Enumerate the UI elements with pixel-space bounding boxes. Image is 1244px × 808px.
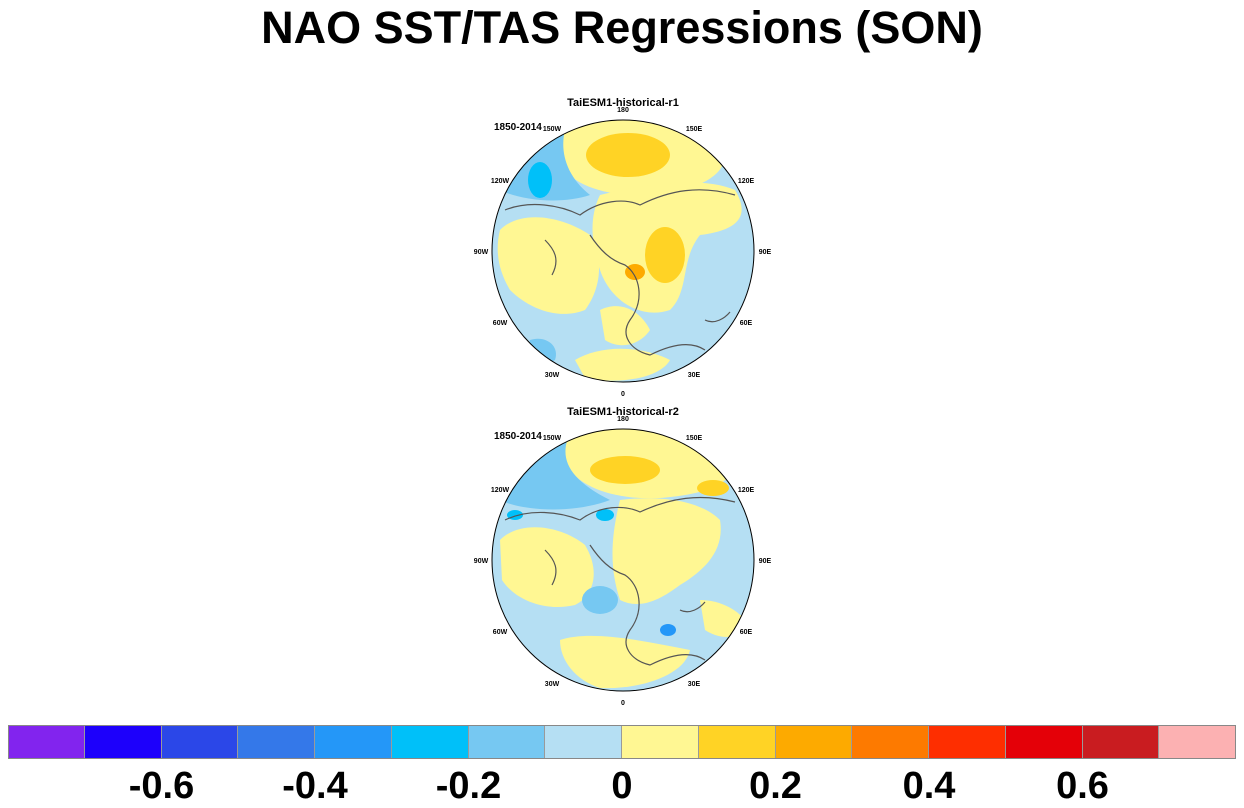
- lon-label-90w: 90W: [474, 558, 489, 565]
- panel-2-atlantic-blue: [582, 586, 618, 614]
- colorbar-box: [775, 725, 853, 759]
- lon-label-120w: 120W: [491, 178, 510, 185]
- panel-1-arctic-core: [625, 264, 645, 280]
- panel-1-field: [492, 120, 754, 382]
- panel-1-namerica-yellow: [497, 217, 600, 314]
- panel-2-baltic-core: [660, 624, 676, 636]
- lon-label-120e: 120E: [738, 178, 755, 185]
- lon-label-90w: 90W: [474, 249, 489, 256]
- lon-label-150w: 150W: [543, 126, 562, 133]
- lon-label-0: 0: [621, 700, 625, 707]
- lon-label-90e: 90E: [759, 558, 772, 565]
- panel-1: TaiESM1-historical-r1 1850-2014: [491, 97, 755, 383]
- colorbar-box: [8, 725, 85, 759]
- panel-2-asia-orange: [697, 480, 729, 496]
- panel-1-npac-orange: [586, 133, 670, 177]
- panel-1-title: TaiESM1-historical-r1: [567, 97, 679, 109]
- colorbar-tick-label: -0.2: [435, 765, 502, 807]
- colorbar-box: [929, 725, 1006, 759]
- colorbar-tick-label: 0: [611, 765, 633, 807]
- panel-2-npac-orange: [590, 456, 660, 484]
- colorbar-box: [622, 725, 699, 759]
- panel-2-siberia-yellow: [612, 498, 721, 605]
- panel-2-period: 1850-2014: [494, 431, 542, 442]
- colorbar-box: [698, 725, 776, 759]
- lon-label-180: 180: [617, 107, 629, 114]
- panel-2-namerica-yellow: [500, 527, 594, 608]
- lon-label-60w: 60W: [493, 629, 508, 636]
- colorbar-box: [315, 725, 392, 759]
- lon-label-150e: 150E: [686, 126, 703, 133]
- colorbar-tick-label: 0.2: [749, 765, 802, 807]
- panel-2-south-yellow: [560, 635, 690, 689]
- panel-1-alaska-core: [528, 162, 552, 198]
- colorbar-tick-label: -0.6: [128, 765, 195, 807]
- colorbar-box: [852, 725, 929, 759]
- lon-label-30e: 30E: [688, 681, 701, 688]
- colorbar-box: [545, 725, 622, 759]
- lon-label-60w: 60W: [493, 320, 508, 327]
- longitude-labels: 180150E120E90E60E30E030W60W90W120W150W18…: [474, 107, 772, 707]
- panel-2-field: [492, 429, 754, 691]
- colorbar-box: [84, 725, 162, 759]
- page-title: NAO SST/TAS Regressions (SON): [261, 2, 983, 53]
- lon-label-30w: 30W: [545, 681, 560, 688]
- lon-label-0: 0: [621, 391, 625, 398]
- polar-maps: TaiESM1-historical-r1 1850-2014: [474, 97, 772, 707]
- lon-label-30e: 30E: [688, 372, 701, 379]
- colorbar-tick-label: 0.4: [902, 765, 956, 807]
- lon-label-60e: 60E: [740, 629, 753, 636]
- lon-label-120w: 120W: [491, 487, 510, 494]
- colorbar-box: [1005, 725, 1083, 759]
- colorbar: [8, 725, 1236, 761]
- colorbar-box: [1159, 725, 1236, 759]
- lon-label-180: 180: [617, 416, 629, 423]
- colorbar-box: [1082, 725, 1160, 759]
- colorbar-tick-label: 0.6: [1056, 765, 1109, 807]
- panel-1-atlantic-yellow: [600, 306, 650, 346]
- panel-2-title: TaiESM1-historical-r2: [567, 406, 679, 418]
- panel-1-siberia-orange: [645, 227, 685, 283]
- panel-1-period: 1850-2014: [494, 122, 542, 133]
- lon-label-60e: 60E: [740, 320, 753, 327]
- panel-2-arctic-blue-core: [596, 509, 614, 521]
- panel-2: TaiESM1-historical-r2 1850-2014: [491, 406, 755, 692]
- colorbar-box: [468, 725, 546, 759]
- colorbar-box: [391, 725, 469, 759]
- colorbar-box: [238, 725, 315, 759]
- panel-1-south-yellow: [575, 348, 670, 381]
- lon-label-120e: 120E: [738, 487, 755, 494]
- colorbar-frame: [8, 725, 1236, 759]
- lon-label-150w: 150W: [543, 435, 562, 442]
- lon-label-30w: 30W: [545, 372, 560, 379]
- colorbar-box: [161, 725, 239, 759]
- lon-label-90e: 90E: [759, 249, 772, 256]
- colorbar-tick-label: -0.4: [282, 765, 348, 807]
- lon-label-150e: 150E: [686, 435, 703, 442]
